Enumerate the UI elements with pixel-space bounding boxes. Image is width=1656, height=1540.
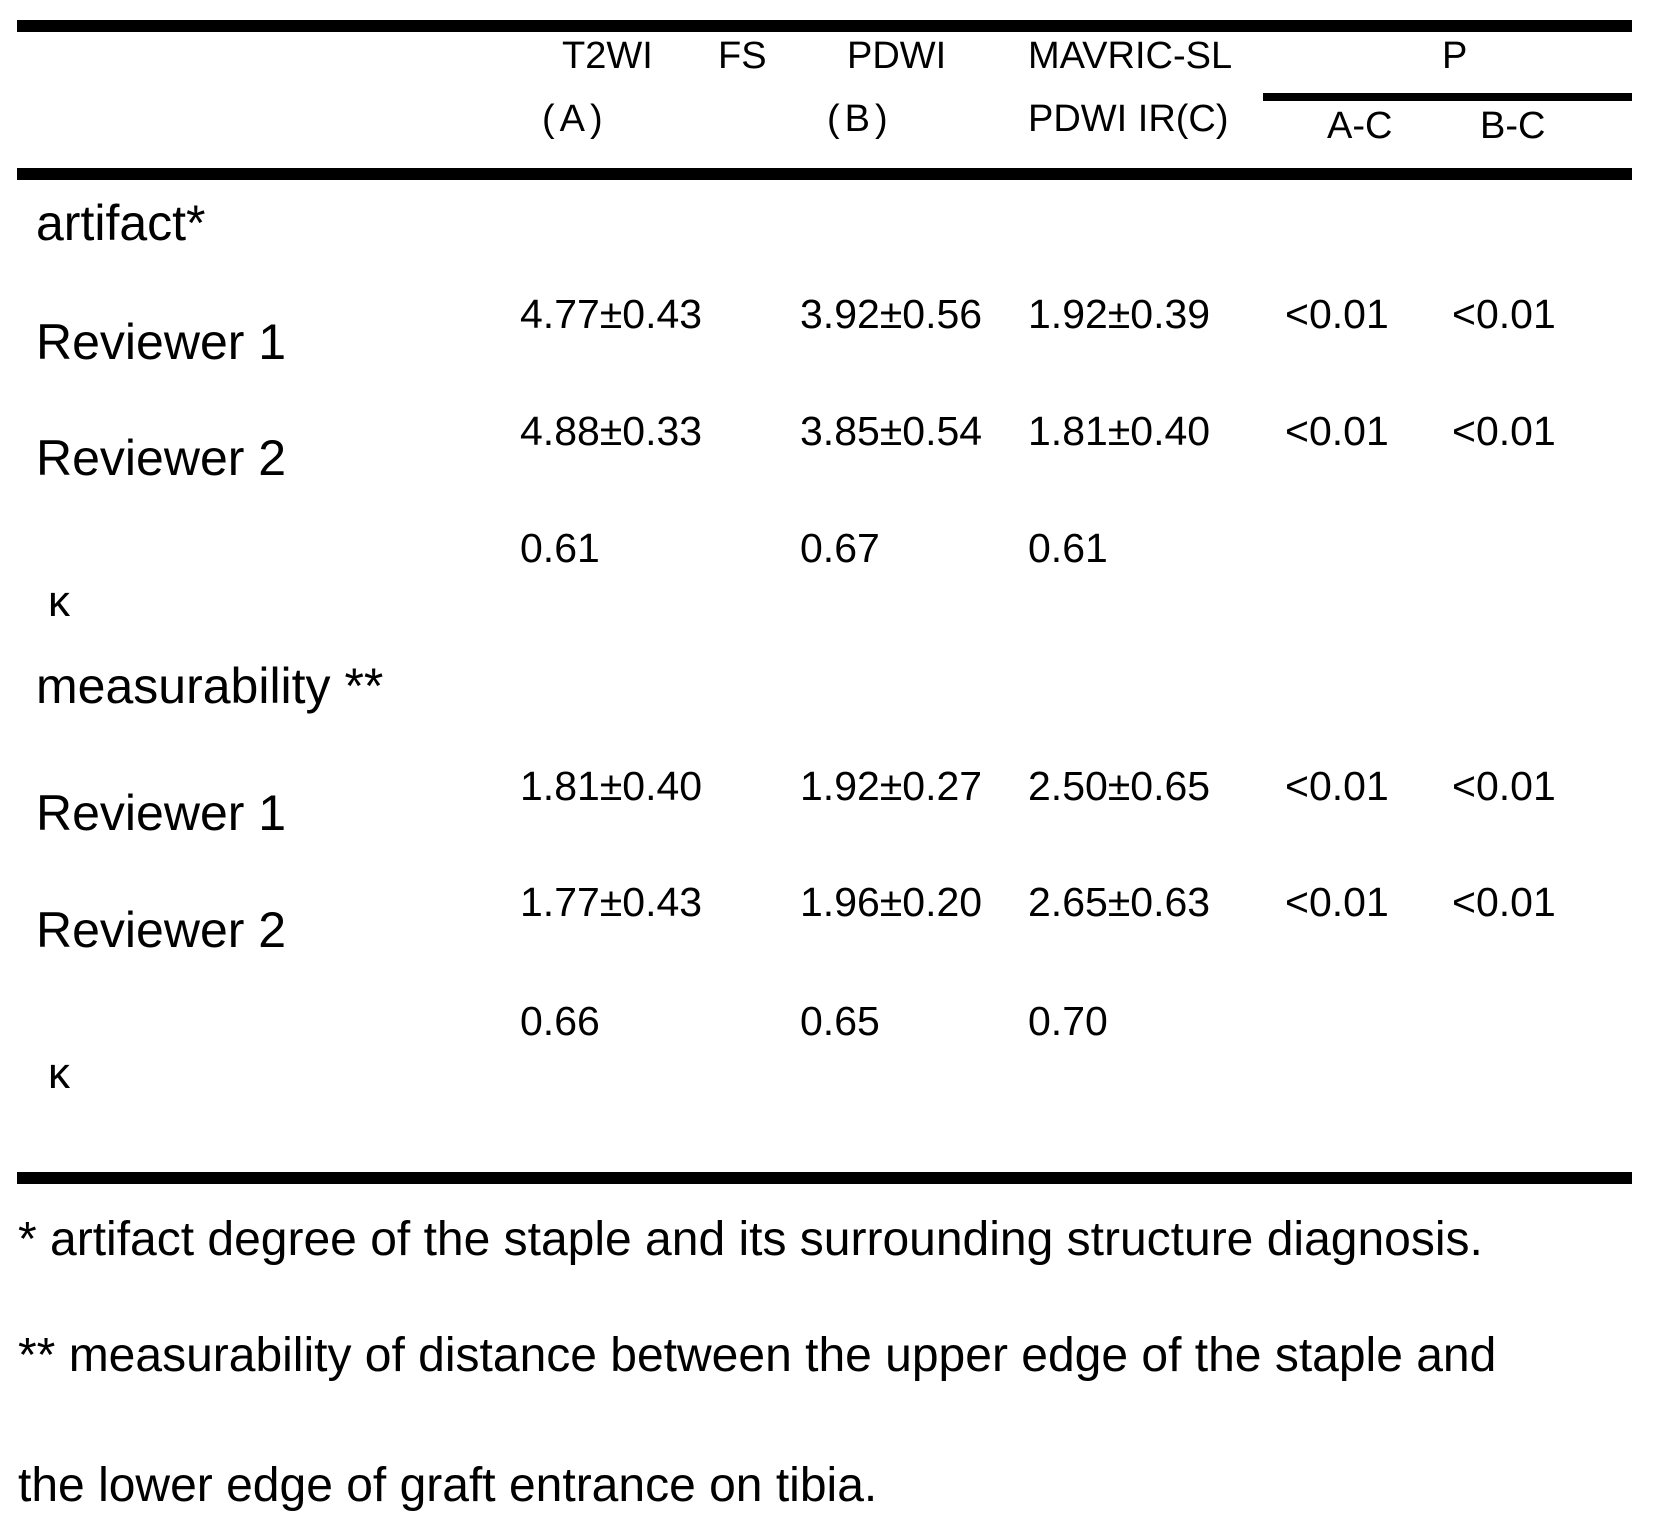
col-subheader-pdwi-ir-c: PDWI IR(C) <box>1028 98 1229 140</box>
col-header-mavric-sl: MAVRIC-SL <box>1028 35 1233 77</box>
cell-meas-kappa-a: 0.66 <box>520 998 600 1044</box>
cell-artifact-kappa-c: 0.61 <box>1028 525 1108 571</box>
row-label-artifact-kappa: κ <box>48 577 70 626</box>
cell-artifact-r1-a: 4.77±0.43 <box>520 291 703 337</box>
col-subheader-b: (B) <box>827 98 893 140</box>
table-bottom-rule <box>17 1172 1632 1184</box>
section-label-measurability: measurability ** <box>36 658 384 714</box>
footnote-measurability-line-2: the lower edge of graft entrance on tibi… <box>18 1459 878 1512</box>
row-label-meas-reviewer-2: Reviewer 2 <box>36 902 287 958</box>
cell-artifact-kappa-a: 0.61 <box>520 525 600 571</box>
header-bottom-rule <box>17 168 1632 180</box>
cell-meas-r1-a: 1.81±0.40 <box>520 763 703 809</box>
cell-meas-r2-bc: <0.01 <box>1452 879 1556 925</box>
col-subheader-a-c: A-C <box>1327 105 1393 147</box>
section-label-artifact: artifact* <box>36 195 206 251</box>
cell-artifact-r1-b: 3.92±0.56 <box>800 291 983 337</box>
table-top-rule <box>17 20 1632 32</box>
cell-artifact-r1-bc: <0.01 <box>1452 291 1556 337</box>
cell-artifact-r2-a: 4.88±0.33 <box>520 408 703 454</box>
cell-meas-kappa-c: 0.70 <box>1028 998 1108 1044</box>
cell-meas-r2-b: 1.96±0.20 <box>800 879 983 925</box>
cell-artifact-r2-b: 3.85±0.54 <box>800 408 983 454</box>
row-label-meas-kappa: κ <box>48 1049 70 1098</box>
cell-artifact-kappa-b: 0.67 <box>800 525 880 571</box>
cell-artifact-r2-c: 1.81±0.40 <box>1028 408 1211 454</box>
row-label-meas-reviewer-1: Reviewer 1 <box>36 785 287 841</box>
footnote-artifact: * artifact degree of the staple and its … <box>18 1213 1483 1266</box>
cell-meas-r2-a: 1.77±0.43 <box>520 879 703 925</box>
col-header-fs: FS <box>718 35 767 77</box>
cell-artifact-r2-bc: <0.01 <box>1452 408 1556 454</box>
col-header-pdwi: PDWI <box>847 35 947 77</box>
p-group-rule <box>1263 93 1632 101</box>
col-subheader-b-c: B-C <box>1480 105 1546 147</box>
cell-artifact-r1-c: 1.92±0.39 <box>1028 291 1211 337</box>
cell-artifact-r2-ac: <0.01 <box>1285 408 1389 454</box>
row-label-artifact-reviewer-2: Reviewer 2 <box>36 430 287 486</box>
row-label-artifact-reviewer-1: Reviewer 1 <box>36 314 287 370</box>
col-subheader-a: (A) <box>542 98 608 140</box>
cell-meas-r2-ac: <0.01 <box>1285 879 1389 925</box>
cell-meas-r1-c: 2.50±0.65 <box>1028 763 1211 809</box>
cell-meas-r1-bc: <0.01 <box>1452 763 1556 809</box>
cell-meas-r1-b: 1.92±0.27 <box>800 763 983 809</box>
footnote-measurability-line-1: ** measurability of distance between the… <box>18 1329 1497 1382</box>
col-header-p: P <box>1442 35 1468 77</box>
col-header-t2wi: T2WI <box>562 35 653 77</box>
cell-meas-kappa-b: 0.65 <box>800 998 880 1044</box>
cell-meas-r2-c: 2.65±0.63 <box>1028 879 1211 925</box>
cell-meas-r1-ac: <0.01 <box>1285 763 1389 809</box>
cell-artifact-r1-ac: <0.01 <box>1285 291 1389 337</box>
